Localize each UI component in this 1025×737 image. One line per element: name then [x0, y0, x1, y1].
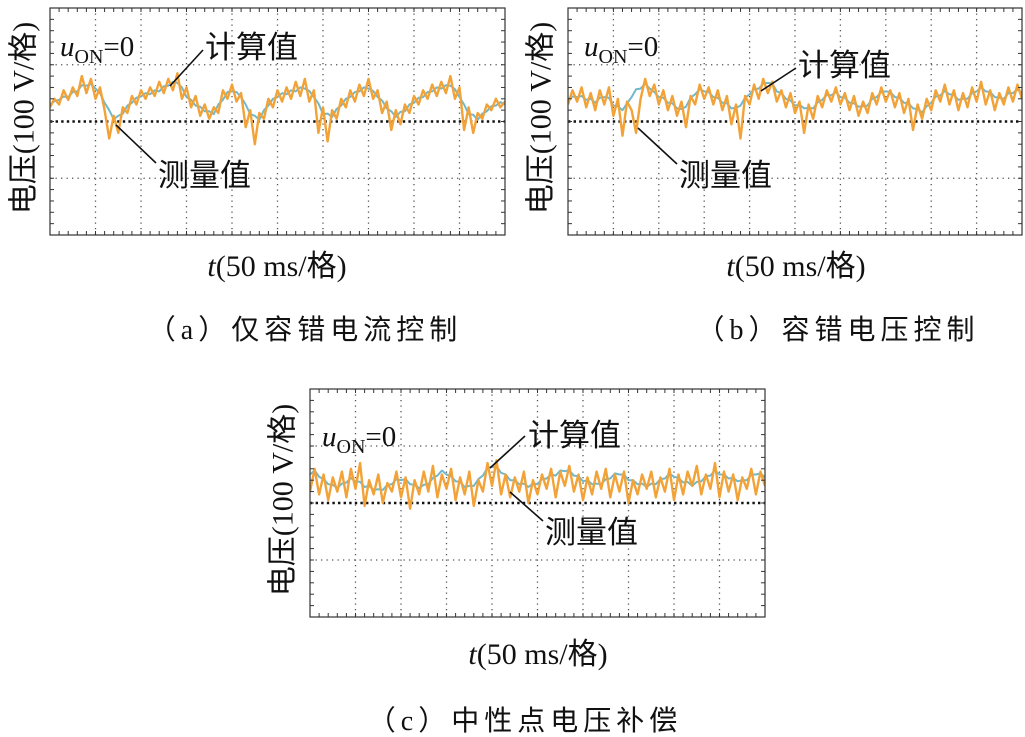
panel-caption: （b）容错电压控制 [696, 314, 979, 346]
measured-callout-label: 测量值 [545, 515, 638, 550]
measured-value-trace [568, 77, 1022, 140]
annotation-value: =0 [103, 31, 134, 63]
measured-callout-label: 测量值 [679, 158, 772, 193]
traces [568, 77, 1022, 140]
annotation-subscript: ON [75, 46, 104, 68]
plot-area [49, 7, 506, 236]
x-axis-scale: (50 ms/格) [735, 250, 866, 283]
calculated-callout-leader [489, 435, 526, 469]
measured-callout-leader [115, 124, 157, 164]
x-axis-label: t(50 ms/格) [468, 638, 607, 671]
calculated-callout-label: 计算值 [205, 30, 298, 65]
border-ticks [50, 8, 505, 235]
border-ticks [310, 389, 765, 617]
reference-annotation: uON=0 [584, 31, 658, 68]
x-axis-scale: (50 ms/格) [216, 250, 347, 283]
annotation-symbol: u [584, 31, 599, 63]
panel-caption: （a）仅容错电流控制 [148, 314, 462, 346]
measured-callout-leader [509, 491, 544, 522]
panel-a: 电压(100 V/格) t(50 ms/格) uON=0 计算值 测量值 （a）… [8, 7, 506, 346]
annotation-subscript: ON [599, 46, 628, 68]
reference-annotation: uON=0 [60, 31, 134, 68]
y-axis-label: 电压(100 V/格) [267, 404, 300, 596]
annotation-symbol: u [60, 31, 75, 63]
plot-area [567, 7, 1023, 236]
x-axis-scale: (50 ms/格) [477, 638, 608, 671]
y-axis-label: 电压(100 V/格) [8, 22, 41, 214]
traces [50, 72, 505, 146]
calculated-value-trace [50, 80, 505, 121]
x-axis-symbol: t [468, 638, 477, 671]
panel-caption: （c）中性点电压补偿 [368, 705, 682, 737]
calculated-callout-leader [169, 49, 204, 87]
annotation-subscript: ON [337, 436, 366, 458]
x-axis-label: t(50 ms/格) [726, 250, 865, 283]
x-axis-label: t(50 ms/格) [207, 250, 346, 283]
measured-value-trace [50, 72, 505, 146]
plot-frame [567, 7, 1023, 236]
calculated-callout-label: 计算值 [528, 418, 621, 453]
annotation-value: =0 [627, 31, 658, 63]
measured-value-trace [310, 459, 765, 510]
measured-callout-leader [637, 127, 678, 165]
calculated-callout-label: 计算值 [798, 48, 891, 83]
x-axis-symbol: t [726, 250, 735, 283]
traces [310, 459, 765, 510]
measured-callout-label: 测量值 [158, 158, 251, 193]
reference-annotation: uON=0 [322, 421, 396, 458]
plot-frame [49, 7, 506, 236]
plot-frame [309, 388, 766, 618]
panel-b: 电压(100 V/格) t(50 ms/格) uON=0 计算值 测量值 （b）… [525, 7, 1023, 346]
annotation-symbol: u [322, 421, 337, 453]
y-axis-label: 电压(100 V/格) [525, 22, 558, 214]
panel-c: 电压(100 V/格) t(50 ms/格) uON=0 计算值 测量值 （c）… [267, 388, 766, 737]
annotation-value: =0 [365, 421, 396, 453]
border-ticks [568, 8, 1022, 235]
x-axis-symbol: t [207, 250, 216, 283]
plot-area [309, 388, 766, 618]
calculated-callout-leader [760, 67, 797, 92]
